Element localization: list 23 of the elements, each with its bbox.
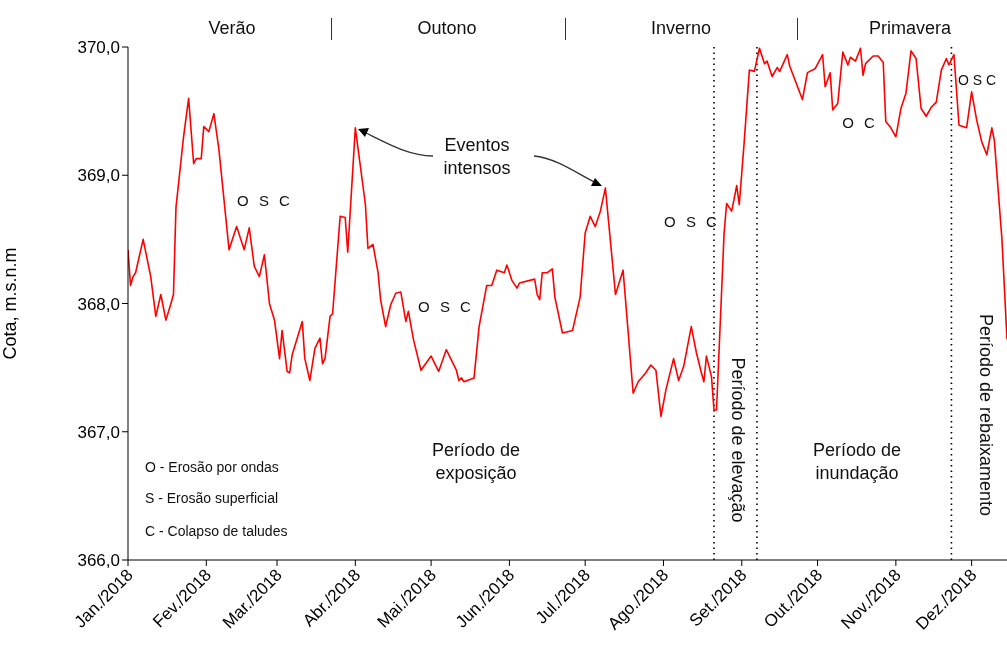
y-tick-label: 366,0 — [77, 551, 120, 571]
annotation: O S C — [417, 297, 475, 317]
annotation: Período de inundação — [811, 438, 903, 485]
annotation: Eventos intensos — [442, 133, 512, 180]
y-tick-label: 368,0 — [77, 294, 120, 314]
text: Primavera — [868, 17, 952, 41]
text: Outono — [416, 17, 478, 41]
annotation: O S C — [236, 191, 294, 211]
y-tick-label: 367,0 — [77, 422, 120, 442]
annotation: O C — [841, 113, 879, 133]
annotation: Período de elevação — [726, 356, 749, 525]
annotation: S - Erosão superficial — [145, 488, 280, 508]
annotation: O S C — [663, 212, 721, 232]
annotation: Período de exposição — [430, 438, 522, 485]
y-axis-title: Cota, m.s.n.m — [0, 247, 21, 360]
annotation: Período de rebaixamento — [974, 312, 997, 519]
annotation: O - Erosão por ondas — [145, 457, 280, 477]
y-tick-label: 370,0 — [77, 38, 120, 58]
annotation: C - Colapso de taludes — [145, 521, 289, 541]
text: Inverno — [649, 17, 712, 41]
text: Verão — [207, 17, 257, 41]
annotation: O S C — [958, 70, 998, 90]
y-tick-label: 369,0 — [77, 166, 120, 186]
